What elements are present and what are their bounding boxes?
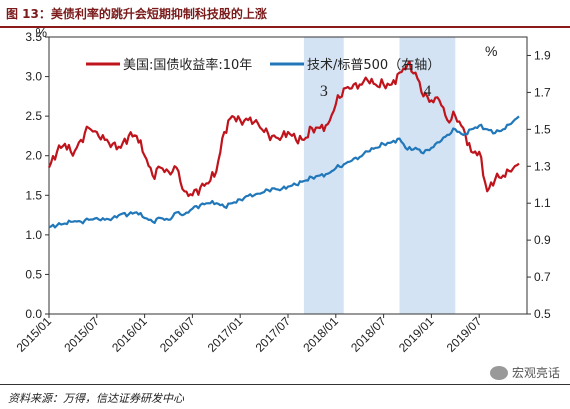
watermark-text: 宏观亮话 [511,366,560,380]
left-tick-label: 3.0 [25,70,42,84]
x-tick-label: 2015/07 [61,314,102,355]
footer-divider [0,384,570,385]
right-tick-label: 1.1 [534,196,551,210]
x-tick-label: 2018/01 [300,314,341,355]
x-tick-label: 2017/07 [253,314,294,355]
x-tick-label: 2016/07 [157,314,198,355]
x-tick-label: 2019/07 [444,314,485,355]
x-tick-label: 2017/01 [205,314,246,355]
left-tick-label: 1.0 [25,228,42,242]
left-tick-label: 3.5 [25,30,42,44]
right-tick-label: 1.3 [534,159,551,173]
right-axis-unit: % [485,43,497,59]
right-tick-label: 0.7 [534,270,551,284]
series-line-ratio [48,115,520,229]
right-tick-label: 1.7 [534,85,551,99]
right-tick-label: 0.9 [534,233,551,247]
line-chart: 0.0 0.5 1.0 1.5 2.0 2.5 3.0 3.5 0.5 0.7 0.9 1.1 1.3 1… [14,28,551,355]
title-divider [0,26,570,28]
left-axis-unit: % [35,28,47,40]
right-tick-label: 1.9 [534,48,551,62]
period-label-1: 3 [320,83,328,100]
x-tick-label: 2019/01 [396,314,437,355]
figure-title: 图 13：美债利率的跳升会短期抑制科技股的上涨 [6,6,267,21]
left-tick-label: 0.0 [25,307,42,321]
left-tick-label: 1.5 [25,188,42,202]
wechat-icon [489,365,508,380]
right-tick-label: 1.5 [534,122,551,136]
legend-label-ratio: 技术/标普500（右轴） [307,58,440,73]
figure-title-bar: 图 13：美债利率的跳升会短期抑制科技股的上涨 [0,0,570,26]
shaded-period-2 [399,37,456,314]
series-line-treasury [47,60,520,198]
right-tick-label: 0.5 [534,307,551,321]
x-tick-label: 2018/07 [348,314,389,355]
legend-label-treasury: 美国:国债收益率:10年 [123,57,252,73]
period-label-2: 4 [423,83,431,100]
left-tick-label: 0.5 [25,267,42,281]
left-tick-label: 2.0 [25,149,42,163]
watermark: 宏观亮话 [489,364,560,381]
left-tick-label: 2.5 [25,109,42,123]
x-tick-label: 2016/01 [109,314,150,355]
source-note: 资料来源：万得，信达证券研发中心 [8,392,184,405]
